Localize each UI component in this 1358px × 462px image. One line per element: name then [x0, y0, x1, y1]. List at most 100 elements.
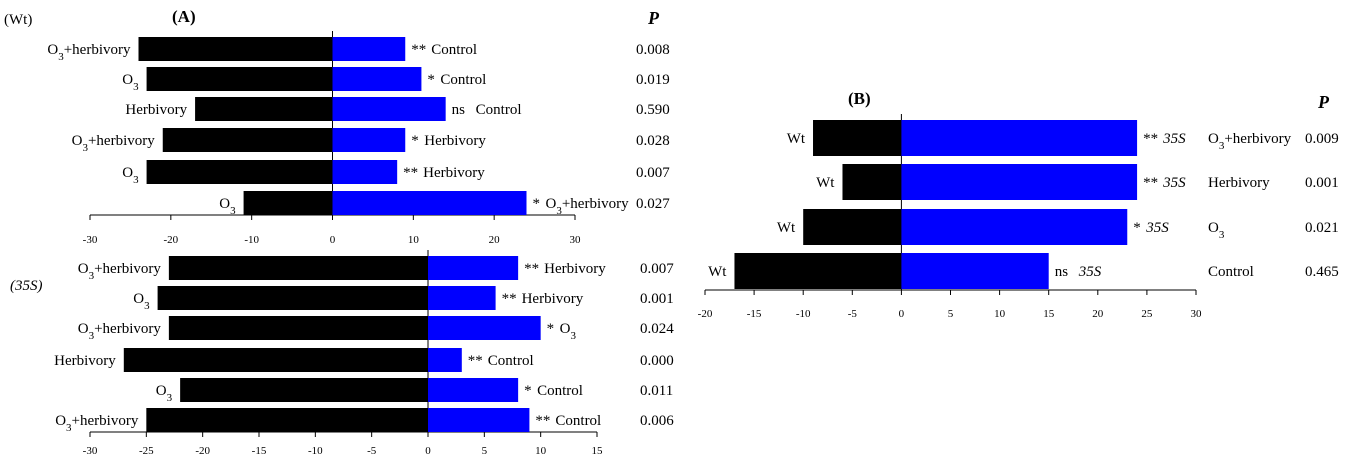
- p-value: 0.028: [636, 133, 670, 149]
- x-tick-label: 5: [948, 308, 954, 320]
- p-value: 0.011: [640, 383, 673, 399]
- significance-marker: **: [502, 291, 517, 307]
- bar-right-label: Herbivory: [544, 261, 606, 277]
- x-tick-label: 30: [1191, 308, 1203, 320]
- bar-left: [168, 256, 428, 280]
- bar-left: [138, 37, 333, 61]
- x-tick-label: -15: [252, 445, 267, 457]
- bar-right-label: Herbivory: [424, 133, 486, 149]
- significance-marker: **: [411, 42, 426, 58]
- bar-left-label: Herbivory: [54, 353, 116, 369]
- bar-left: [146, 408, 429, 432]
- p-value: 0.008: [636, 42, 670, 58]
- x-tick-label: 25: [1141, 308, 1153, 320]
- bar-left: [123, 348, 429, 372]
- wt-group-label: (Wt): [4, 12, 32, 28]
- x-tick-label: -5: [367, 445, 377, 457]
- p-value: 0.001: [640, 291, 674, 307]
- x-tick-label: 10: [994, 308, 1006, 320]
- x-tick-label: 15: [592, 445, 604, 457]
- bar-right-label: Control: [476, 102, 522, 118]
- bar-left: [813, 120, 902, 156]
- bar-left-label: O3+herbivory: [47, 42, 131, 63]
- x-tick-label: -10: [308, 445, 323, 457]
- treatment-label: Control: [1208, 264, 1254, 280]
- bar-right: [428, 408, 530, 432]
- bar-right: [901, 120, 1138, 156]
- x-tick-label: -30: [83, 445, 98, 457]
- p-value: 0.027: [636, 196, 670, 212]
- significance-marker: ns: [1055, 264, 1069, 280]
- x-tick-label: -5: [848, 308, 858, 320]
- x-tick-label: -10: [244, 234, 259, 246]
- bar-left-label: O3: [122, 72, 139, 93]
- bar-right: [332, 160, 398, 184]
- treatment-label: O3: [1208, 220, 1225, 241]
- bar-left-label: O3+herbivory: [55, 413, 139, 434]
- x-tick-label: 0: [425, 445, 431, 457]
- significance-marker: **: [524, 261, 539, 277]
- panel-a-title: (A): [172, 7, 196, 26]
- bar-right: [428, 378, 519, 402]
- bar-left-label: O3+herbivory: [78, 321, 162, 342]
- significance-marker: **: [468, 353, 483, 369]
- bar-left-label: Wt: [816, 175, 835, 191]
- bar-right-label: Control: [488, 353, 534, 369]
- bar-left: [146, 160, 333, 184]
- bar-right-label: 35S: [1145, 220, 1169, 236]
- bar-left: [180, 378, 428, 402]
- p-header-a: P: [647, 8, 660, 28]
- significance-marker: *: [547, 321, 555, 337]
- significance-marker: *: [427, 72, 435, 88]
- p-header-b: P: [1317, 92, 1330, 112]
- bar-left-label: O3: [156, 383, 173, 404]
- significance-marker: *: [533, 196, 541, 212]
- significance-marker: **: [535, 413, 550, 429]
- bar-right-label: 35S: [1162, 131, 1186, 147]
- bar-left-label: Wt: [708, 264, 727, 280]
- p-value: 0.007: [640, 261, 674, 277]
- s35-group-label: (35S): [10, 278, 43, 294]
- p-value: 0.006: [640, 413, 674, 429]
- bar-right: [428, 286, 496, 310]
- bar-right: [428, 256, 519, 280]
- significance-marker: **: [1143, 175, 1158, 191]
- bar-right-label: Herbivory: [522, 291, 584, 307]
- bar-left-label: Wt: [787, 131, 806, 147]
- bar-left-label: Wt: [777, 220, 796, 236]
- x-tick-label: 0: [330, 234, 336, 246]
- bar-left: [168, 316, 428, 340]
- bar-left-label: O3: [219, 196, 236, 217]
- bar-left: [146, 67, 333, 91]
- x-tick-label: 20: [1092, 308, 1104, 320]
- x-tick-label: 20: [489, 234, 501, 246]
- bar-right: [332, 97, 446, 121]
- significance-marker: **: [403, 165, 418, 181]
- p-value: 0.000: [640, 353, 674, 369]
- bar-left: [195, 97, 333, 121]
- panel-b-title: (B): [848, 89, 871, 108]
- p-value: 0.021: [1305, 220, 1339, 236]
- bar-right: [901, 253, 1049, 289]
- bar-right-label: Control: [431, 42, 477, 58]
- bar-right: [428, 316, 541, 340]
- x-tick-label: -15: [747, 308, 762, 320]
- significance-marker: *: [411, 133, 419, 149]
- bar-right: [428, 348, 462, 372]
- p-value: 0.590: [636, 102, 670, 118]
- bar-right-label: O3+herbivory: [546, 196, 630, 217]
- x-tick-label: 0: [899, 308, 905, 320]
- bar-left: [162, 128, 333, 152]
- bar-right: [332, 128, 406, 152]
- bar-left: [734, 253, 902, 289]
- p-value: 0.009: [1305, 131, 1339, 147]
- bar-left-label: O3+herbivory: [72, 133, 156, 154]
- bar-right: [901, 164, 1138, 200]
- bar-left: [842, 164, 902, 200]
- bar-left-label: O3: [133, 291, 150, 312]
- x-tick-label: 30: [570, 234, 582, 246]
